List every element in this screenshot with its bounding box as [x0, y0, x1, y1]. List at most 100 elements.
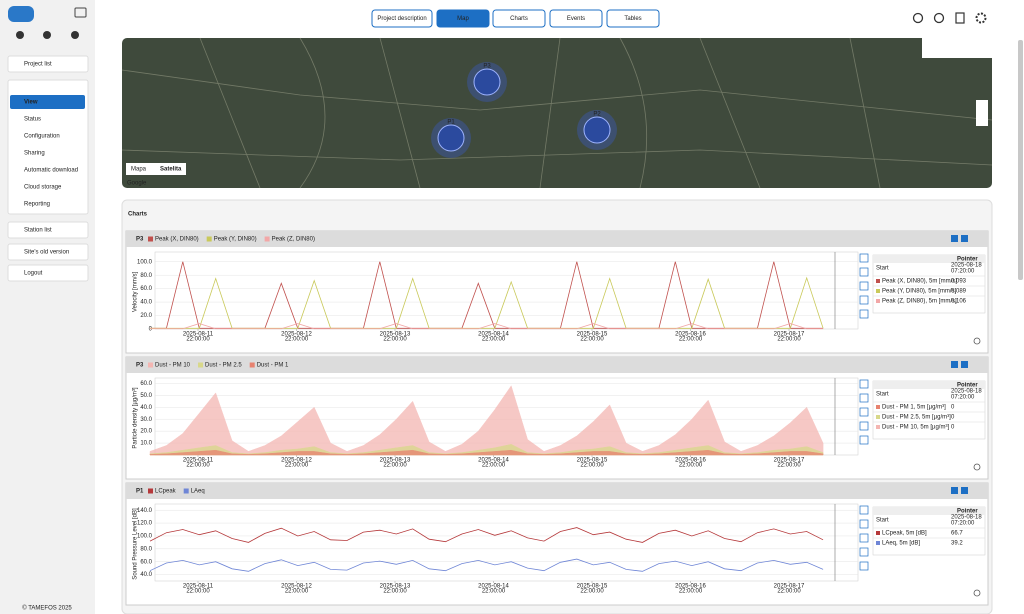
tab[interactable]: [436, 9, 490, 28]
map-tools[interactable]: [922, 38, 992, 58]
chart-tool[interactable]: [859, 505, 869, 515]
tab-label[interactable]: Charts: [510, 16, 528, 22]
chart-tool[interactable]: [859, 379, 869, 389]
doc-icon[interactable]: [955, 12, 965, 24]
menu-label[interactable]: Station list: [24, 228, 52, 234]
row-swatch: [876, 415, 880, 419]
menu-item[interactable]: [7, 264, 89, 282]
chart-tool[interactable]: [859, 253, 869, 263]
row-value: 0.093: [951, 279, 967, 285]
tab[interactable]: [492, 9, 546, 28]
legend-swatch[interactable]: [148, 488, 153, 494]
legend-swatch[interactable]: [183, 488, 189, 494]
legend-swatch[interactable]: [148, 236, 153, 242]
zoom-control[interactable]: [976, 100, 988, 126]
x-tick-date: 2025-08-15: [577, 458, 608, 464]
tab-label[interactable]: Events: [567, 16, 585, 22]
chart-tool[interactable]: [859, 267, 869, 277]
legend-label[interactable]: Dust - PM 10: [155, 363, 191, 369]
tool-btn[interactable]: [951, 235, 958, 242]
menu-label[interactable]: Logout: [24, 271, 43, 277]
bell-icon[interactable]: [43, 31, 51, 39]
map[interactable]: [122, 38, 992, 188]
x-tick-date: 2025-08-12: [281, 458, 312, 464]
legend-label[interactable]: Peak (Y, DIN80): [214, 237, 257, 243]
tab[interactable]: [371, 9, 433, 28]
x-tick-date: 2025-08-12: [281, 584, 312, 590]
active-item[interactable]: [10, 95, 85, 109]
tool-btn[interactable]: [961, 235, 968, 242]
map-type-btn[interactable]: Satelita: [160, 167, 182, 173]
plot-area: [154, 503, 859, 582]
start-label: Start: [876, 266, 889, 272]
legend-swatch[interactable]: [148, 362, 153, 368]
chart-tool[interactable]: [859, 533, 869, 543]
tab-label[interactable]: Map: [457, 16, 469, 22]
refresh-icon[interactable]: [912, 12, 924, 24]
series-area: [149, 385, 824, 456]
x-tick-time: 22:00:00: [285, 589, 309, 595]
chart-tool[interactable]: [859, 547, 869, 557]
chart-tool[interactable]: [859, 519, 869, 529]
tool-btn[interactable]: [961, 361, 968, 368]
theme-icon[interactable]: [71, 31, 79, 39]
marker[interactable]: [583, 116, 611, 144]
menu-label[interactable]: Reporting: [24, 202, 50, 208]
chart-tool[interactable]: [859, 435, 869, 445]
sync-icon[interactable]: [933, 12, 945, 24]
menu-item[interactable]: [7, 55, 89, 73]
y-tick-label: 100.0: [137, 534, 153, 540]
tool-btn[interactable]: [961, 487, 968, 494]
legend-swatch[interactable]: [249, 362, 255, 368]
legend-label[interactable]: LCpeak: [155, 489, 177, 495]
chart-tool[interactable]: [859, 407, 869, 417]
map-type-btn[interactable]: Mapa: [131, 167, 147, 173]
settings-btn[interactable]: [973, 589, 981, 597]
legend-label[interactable]: LAeq: [191, 489, 205, 495]
chart-tool[interactable]: [859, 281, 869, 291]
menu-label[interactable]: Site's old version: [24, 250, 69, 256]
legend-label[interactable]: Peak (Z, DIN80): [272, 237, 315, 243]
x-tick-time: 22:00:00: [383, 337, 407, 343]
legend-swatch[interactable]: [264, 236, 270, 242]
menu-label[interactable]: Configuration: [24, 134, 60, 140]
legend-label[interactable]: Dust - PM 1: [257, 363, 289, 369]
menu-label[interactable]: Sharing: [24, 151, 45, 157]
marker[interactable]: [473, 68, 501, 96]
tab-label[interactable]: Tables: [624, 16, 641, 22]
settings-btn[interactable]: [973, 463, 981, 471]
settings-icon[interactable]: [975, 12, 987, 24]
tool-btn[interactable]: [951, 487, 958, 494]
x-tick-time: 22:00:00: [383, 463, 407, 469]
tab-label[interactable]: Project description: [377, 16, 426, 22]
settings-btn[interactable]: [973, 337, 981, 345]
row-name: Dust - PM 10, 5m [µg/m³]: [882, 425, 949, 431]
menu-item[interactable]: [7, 221, 89, 239]
marker[interactable]: [437, 124, 465, 152]
menu-item[interactable]: [7, 243, 89, 261]
chart-tool[interactable]: [859, 295, 869, 305]
tab[interactable]: [549, 9, 603, 28]
menu-label[interactable]: Automatic download: [24, 168, 78, 174]
tool-btn[interactable]: [951, 361, 958, 368]
row-name: LCpeak, 5m [dB]: [882, 531, 927, 537]
legend-swatch[interactable]: [198, 362, 204, 368]
chart-tool[interactable]: [859, 421, 869, 431]
menu-label[interactable]: Cloud storage: [24, 185, 62, 191]
x-tick-date: 2025-08-13: [380, 458, 411, 464]
legend-swatch[interactable]: [206, 236, 212, 242]
legend-label[interactable]: Dust - PM 2.5: [205, 363, 242, 369]
tab[interactable]: [606, 9, 660, 28]
collapse-icon[interactable]: [74, 7, 87, 18]
legend-label[interactable]: Peak (X, DIN80): [155, 237, 199, 243]
scrollbar[interactable]: [1018, 40, 1023, 280]
user-icon[interactable]: [16, 31, 24, 39]
map-type[interactable]: [126, 163, 186, 175]
series-line: [149, 527, 824, 543]
menu-label[interactable]: Status: [24, 117, 41, 123]
y-tick-label: 140.0: [137, 508, 153, 514]
chart-tool[interactable]: [859, 393, 869, 403]
menu-label[interactable]: View: [24, 100, 38, 106]
chart-tool[interactable]: [859, 561, 869, 571]
chart-tool[interactable]: [859, 309, 869, 319]
